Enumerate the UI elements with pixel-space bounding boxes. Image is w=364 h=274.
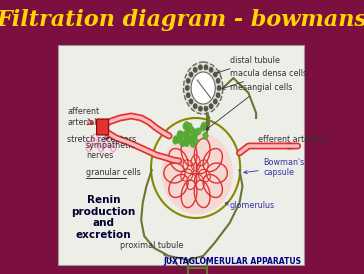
Circle shape bbox=[193, 129, 197, 136]
Ellipse shape bbox=[161, 132, 233, 214]
Text: afferent
arteriole: afferent arteriole bbox=[67, 107, 102, 127]
Circle shape bbox=[187, 79, 190, 83]
Text: proximal tubule: proximal tubule bbox=[120, 241, 185, 271]
Text: macula densa cells: macula densa cells bbox=[222, 69, 307, 89]
Circle shape bbox=[191, 72, 215, 104]
Circle shape bbox=[185, 136, 190, 143]
Circle shape bbox=[196, 128, 201, 135]
Circle shape bbox=[186, 129, 190, 135]
Circle shape bbox=[204, 65, 207, 70]
Circle shape bbox=[185, 130, 189, 137]
Circle shape bbox=[180, 140, 185, 146]
Text: Renin
production
and
excretion: Renin production and excretion bbox=[71, 195, 135, 240]
Circle shape bbox=[183, 131, 188, 138]
Circle shape bbox=[202, 122, 206, 129]
Text: glomerulus: glomerulus bbox=[225, 201, 275, 210]
Circle shape bbox=[201, 124, 206, 131]
Text: sympathetic
nerves: sympathetic nerves bbox=[86, 141, 136, 160]
Circle shape bbox=[194, 68, 197, 72]
Circle shape bbox=[204, 107, 207, 111]
Text: stretch receptors: stretch receptors bbox=[67, 135, 136, 144]
Text: Filtration diagram - bowmans: Filtration diagram - bowmans bbox=[0, 9, 364, 31]
Text: efferent arteriole: efferent arteriole bbox=[258, 136, 327, 144]
Circle shape bbox=[194, 104, 197, 109]
Circle shape bbox=[203, 133, 208, 139]
Circle shape bbox=[174, 136, 178, 142]
Circle shape bbox=[193, 131, 198, 138]
Circle shape bbox=[209, 68, 213, 72]
FancyBboxPatch shape bbox=[96, 119, 109, 135]
Text: distal tubule: distal tubule bbox=[217, 56, 280, 73]
Circle shape bbox=[209, 104, 213, 109]
Circle shape bbox=[188, 136, 193, 142]
FancyBboxPatch shape bbox=[58, 45, 304, 265]
Circle shape bbox=[177, 137, 181, 143]
Circle shape bbox=[217, 79, 220, 83]
Circle shape bbox=[189, 72, 193, 77]
Circle shape bbox=[173, 137, 178, 144]
Circle shape bbox=[184, 122, 189, 128]
Circle shape bbox=[217, 86, 221, 90]
Circle shape bbox=[199, 107, 202, 111]
Circle shape bbox=[217, 93, 220, 97]
Text: mesangial cells: mesangial cells bbox=[206, 83, 292, 130]
Circle shape bbox=[199, 65, 202, 70]
Circle shape bbox=[178, 133, 183, 139]
Circle shape bbox=[186, 136, 191, 142]
Circle shape bbox=[189, 99, 193, 104]
Circle shape bbox=[184, 140, 189, 146]
Circle shape bbox=[190, 127, 194, 134]
Circle shape bbox=[188, 137, 193, 143]
Circle shape bbox=[179, 132, 184, 138]
Circle shape bbox=[186, 86, 189, 90]
Circle shape bbox=[191, 132, 197, 139]
Circle shape bbox=[183, 139, 187, 145]
Circle shape bbox=[183, 62, 223, 114]
Circle shape bbox=[214, 72, 217, 77]
Text: JUXTAGLOMERULAR APPARATUS: JUXTAGLOMERULAR APPARATUS bbox=[163, 258, 301, 267]
Text: Bowman's
capsule: Bowman's capsule bbox=[244, 158, 305, 177]
Circle shape bbox=[183, 123, 188, 130]
Circle shape bbox=[187, 123, 192, 130]
Circle shape bbox=[190, 141, 195, 147]
Text: granular cells: granular cells bbox=[86, 168, 141, 177]
Circle shape bbox=[214, 99, 217, 104]
Circle shape bbox=[187, 93, 190, 97]
Circle shape bbox=[193, 138, 198, 144]
Circle shape bbox=[178, 131, 182, 137]
Circle shape bbox=[177, 132, 182, 138]
